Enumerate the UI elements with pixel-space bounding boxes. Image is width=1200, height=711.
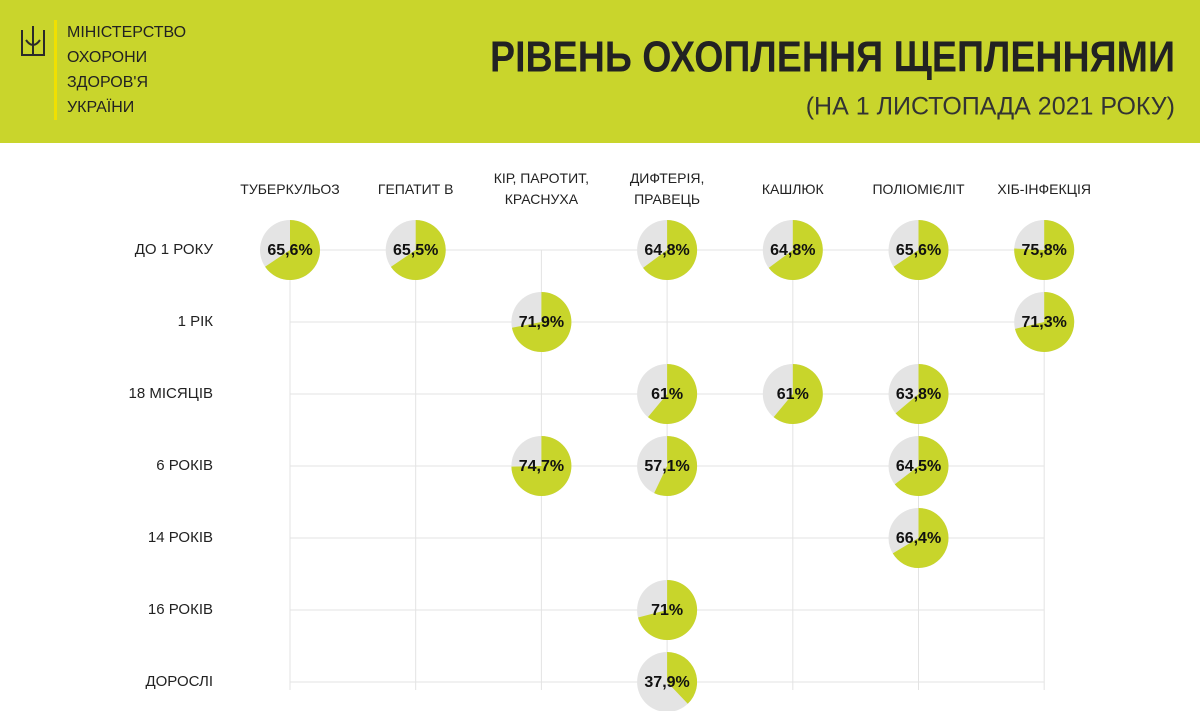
value-label: 61% — [651, 386, 683, 403]
value-label: 74,7% — [519, 458, 564, 475]
pie-slice — [638, 580, 698, 641]
pie-slice — [1015, 292, 1075, 353]
value-label: 37,9% — [644, 674, 689, 691]
chart-subtitle: (НА 1 ЛИСТОПАДА 2021 РОКУ) — [806, 93, 1175, 121]
org-name-line: ОХОРОНИ — [67, 49, 147, 66]
header-band — [0, 0, 1200, 143]
pie-slice — [643, 220, 698, 280]
org-name-line: МІНІСТЕРСТВО — [67, 24, 186, 41]
value-label: 61% — [777, 386, 809, 403]
value-label: 64,8% — [770, 242, 815, 259]
logo-trident — [21, 26, 45, 56]
pie-slice — [895, 364, 949, 425]
pie-slice — [1014, 220, 1075, 280]
chart-title: РІВЕНЬ ОХОПЛЕННЯ ЩЕПЛЕННЯМИ — [490, 33, 1175, 82]
row-label: ДО 1 РОКУ — [135, 241, 214, 258]
value-label: 57,1% — [644, 458, 689, 475]
value-label: 71,9% — [519, 314, 564, 331]
column-label: ГЕПАТИТ В — [377, 180, 454, 197]
pie-slice — [511, 292, 572, 352]
pie-slice — [265, 220, 320, 281]
org-name-line: УКРАЇНИ — [67, 98, 134, 116]
row-label: 6 РОКІВ — [156, 457, 213, 474]
row-label: 1 РІК — [178, 313, 214, 330]
row-label: 14 РОКІВ — [148, 529, 213, 546]
value-label: 71% — [651, 602, 683, 619]
row-label: ДОРОСЛІ — [145, 673, 213, 690]
pie-slice — [893, 220, 949, 280]
value-label: 63,8% — [896, 386, 941, 403]
pie-slice — [892, 508, 949, 569]
pie-slice — [647, 364, 698, 425]
column-label: ХІБ-ІНФЕКЦІЯ — [997, 180, 1091, 197]
pie-slice — [654, 436, 698, 496]
pie-slice — [511, 436, 572, 497]
value-label: 65,6% — [896, 242, 941, 259]
pie-slice — [768, 220, 823, 280]
logo-bar — [54, 20, 57, 120]
column-label: ПОЛІОМІЄЛІТ — [872, 180, 965, 197]
value-label: 65,5% — [393, 242, 438, 259]
column-label: КІР, ПАРОТИТ, КРАСНУХА — [493, 170, 590, 207]
value-label: 71,3% — [1022, 314, 1067, 331]
value-label: 64,5% — [896, 458, 941, 475]
value-label: 66,4% — [896, 530, 941, 547]
column-label: ДИФТЕРІЯ, ПРАВЕЦЬ — [629, 170, 705, 207]
value-label: 75,8% — [1022, 242, 1067, 259]
row-label: 16 РОКІВ — [148, 601, 213, 618]
column-label: КАШЛЮК — [761, 180, 824, 197]
value-label: 64,8% — [644, 242, 689, 259]
pie-slice — [894, 436, 949, 497]
pie-slice — [390, 220, 446, 280]
row-label: 18 МІСЯЦІВ — [129, 385, 213, 402]
pie-slice — [773, 364, 823, 425]
value-label: 65,6% — [267, 242, 312, 259]
column-label: ТУБЕРКУЛЬОЗ — [240, 180, 340, 197]
pie-slice — [667, 652, 698, 704]
org-name-line: ЗДОРОВ'Я — [67, 74, 148, 91]
